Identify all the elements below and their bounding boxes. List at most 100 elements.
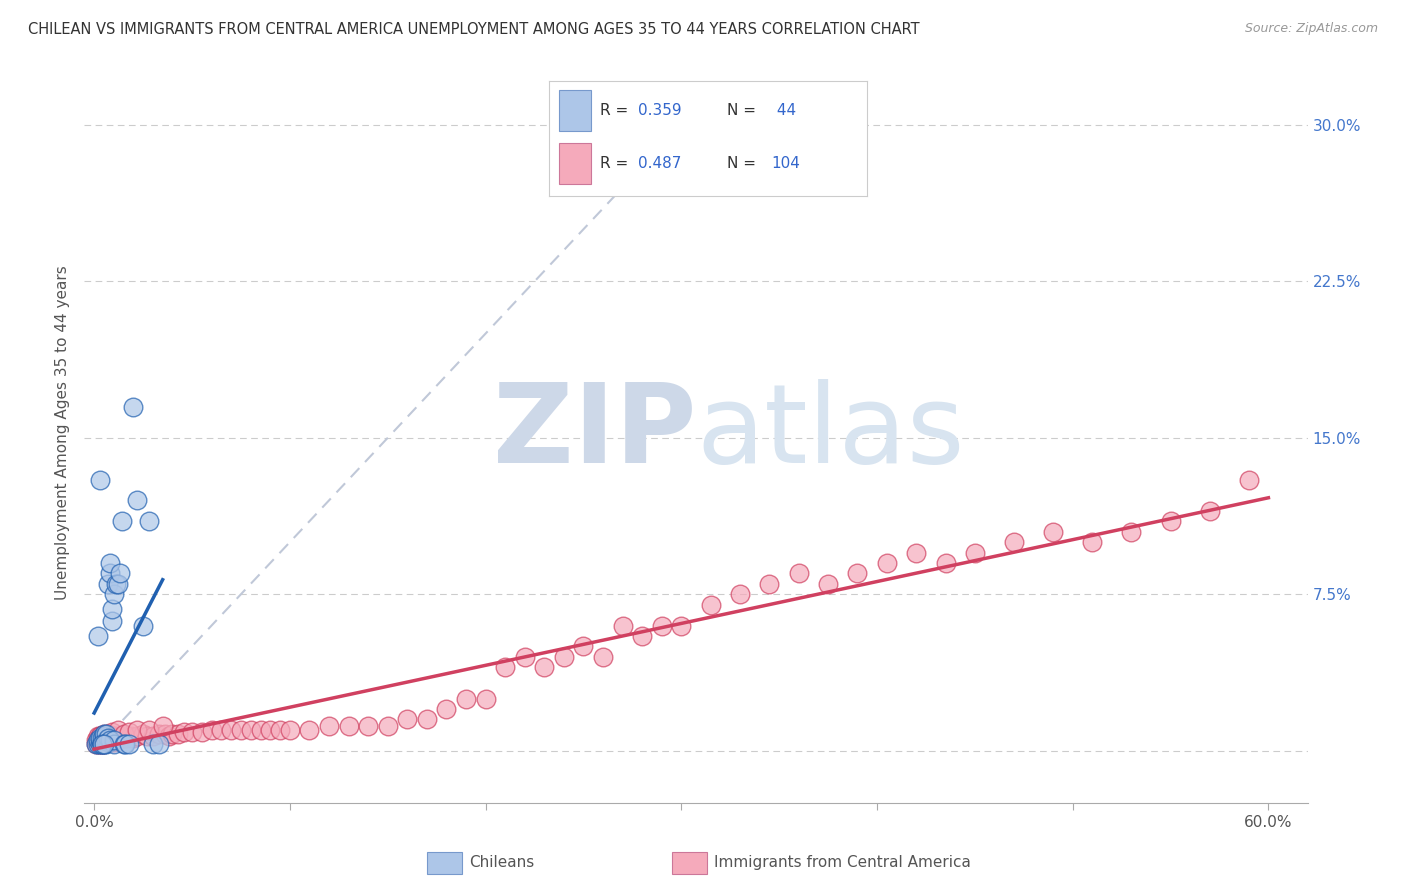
Point — [239, 723, 262, 737]
Point — [162, 727, 184, 741]
Point — [104, 577, 127, 591]
Point — [337, 718, 360, 732]
Point — [209, 723, 232, 737]
Point — [94, 738, 117, 752]
Point — [612, 618, 634, 632]
Point — [108, 566, 131, 581]
Point — [87, 738, 110, 752]
Point — [191, 725, 214, 739]
Point — [167, 727, 190, 741]
Point — [94, 735, 117, 749]
Point — [817, 577, 839, 591]
Point — [120, 729, 142, 743]
Point — [93, 727, 115, 741]
Point — [396, 712, 419, 726]
Point — [117, 729, 139, 743]
Point — [103, 587, 125, 601]
Text: Immigrants from Central America: Immigrants from Central America — [714, 855, 970, 870]
Point — [89, 473, 111, 487]
Point — [89, 731, 111, 746]
Point — [84, 738, 107, 752]
Point — [98, 566, 121, 581]
Point — [89, 731, 111, 746]
Point — [533, 660, 555, 674]
Point — [122, 731, 145, 746]
Point — [173, 725, 195, 739]
Point — [474, 691, 496, 706]
Point — [87, 733, 110, 747]
Point — [934, 556, 956, 570]
Point — [114, 738, 136, 752]
Point — [98, 733, 121, 747]
Point — [84, 738, 107, 752]
Point — [112, 729, 135, 743]
Point — [89, 738, 111, 752]
Point — [513, 649, 536, 664]
Point — [758, 577, 780, 591]
Point — [787, 566, 810, 581]
Point — [592, 649, 614, 664]
Point — [357, 718, 380, 732]
Point — [127, 493, 149, 508]
Point — [572, 640, 595, 654]
Text: Source: ZipAtlas.com: Source: ZipAtlas.com — [1244, 22, 1378, 36]
Point — [91, 731, 114, 746]
Point — [103, 738, 125, 752]
Point — [152, 718, 174, 732]
Point — [107, 731, 129, 746]
Point — [110, 514, 132, 528]
Point — [1121, 524, 1143, 539]
Text: ZIP: ZIP — [492, 379, 696, 486]
Point — [91, 738, 114, 752]
Point — [219, 723, 242, 737]
Point — [107, 577, 129, 591]
Point — [153, 727, 176, 741]
Point — [377, 718, 399, 732]
Point — [200, 723, 222, 737]
Point — [103, 733, 125, 747]
Point — [112, 738, 135, 752]
Point — [454, 691, 477, 706]
Point — [93, 733, 115, 747]
Point — [93, 729, 115, 743]
Point — [91, 738, 114, 752]
Point — [1160, 514, 1182, 528]
Point — [93, 733, 115, 747]
Point — [108, 731, 131, 746]
Point — [103, 735, 125, 749]
Point — [93, 729, 115, 743]
Point — [112, 727, 135, 741]
Point — [1237, 473, 1260, 487]
Point — [157, 729, 180, 743]
Y-axis label: Unemployment Among Ages 35 to 44 years: Unemployment Among Ages 35 to 44 years — [55, 265, 70, 600]
Point — [553, 649, 575, 664]
Point — [89, 733, 111, 747]
Point — [91, 733, 114, 747]
Point — [436, 702, 458, 716]
Point — [138, 723, 160, 737]
Point — [136, 729, 159, 743]
Point — [100, 602, 122, 616]
Point — [97, 735, 120, 749]
Point — [132, 727, 155, 741]
Point — [87, 629, 110, 643]
Point — [97, 727, 120, 741]
Point — [1042, 524, 1064, 539]
Point — [728, 587, 751, 601]
Point — [148, 727, 170, 741]
Point — [89, 738, 111, 752]
Point — [103, 729, 125, 743]
Text: CHILEAN VS IMMIGRANTS FROM CENTRAL AMERICA UNEMPLOYMENT AMONG AGES 35 TO 44 YEAR: CHILEAN VS IMMIGRANTS FROM CENTRAL AMERI… — [28, 22, 920, 37]
Point — [1002, 535, 1025, 549]
Point — [229, 723, 252, 737]
Point — [97, 735, 120, 749]
Point — [94, 727, 117, 741]
Point — [87, 729, 110, 743]
Point — [963, 545, 986, 559]
Point — [278, 723, 301, 737]
Point — [97, 577, 120, 591]
Point — [905, 545, 928, 559]
Point — [132, 618, 155, 632]
Point — [1198, 504, 1220, 518]
Point — [107, 723, 129, 737]
